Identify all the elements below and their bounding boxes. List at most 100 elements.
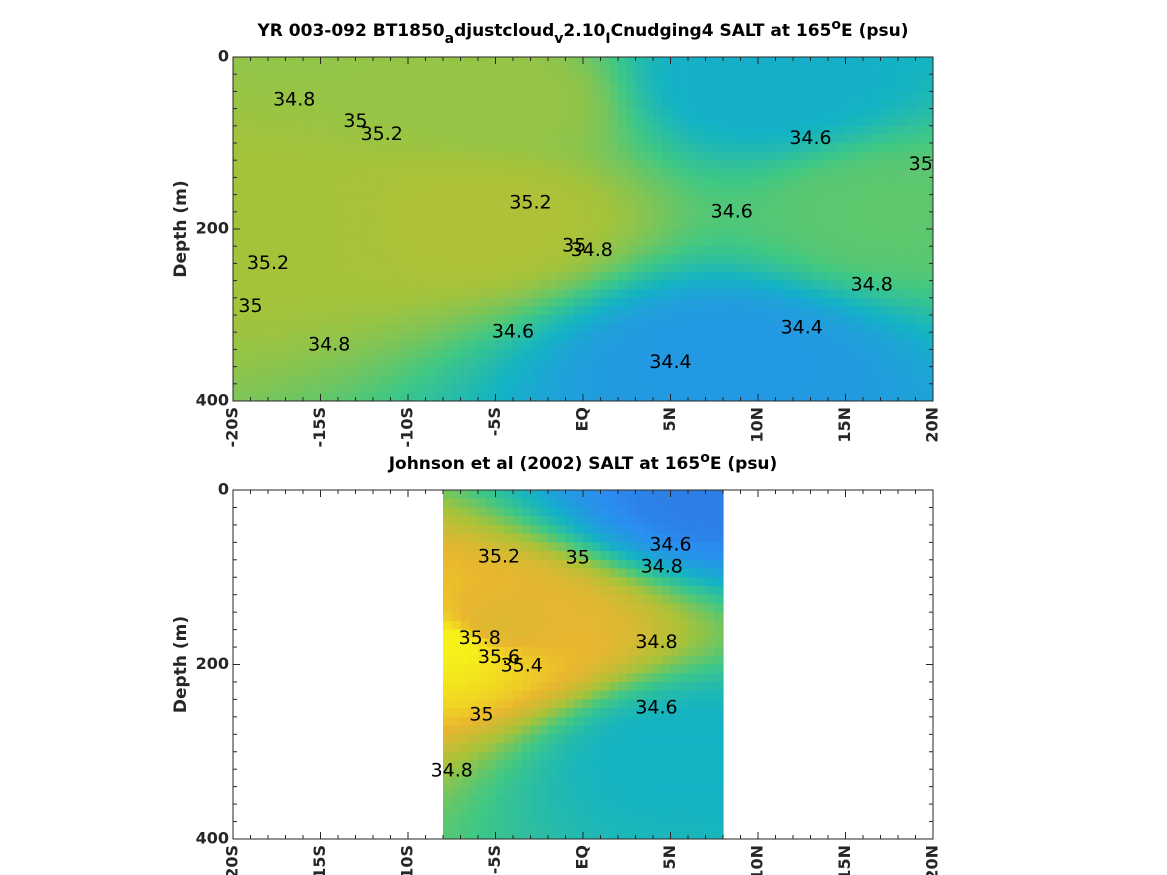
heatmap-cell [775, 160, 785, 170]
heatmap-cell [460, 315, 470, 325]
heatmap-cell [259, 134, 269, 144]
heatmap-cell [478, 332, 488, 342]
heatmap-cell [364, 263, 374, 273]
heatmap-cell [469, 577, 479, 587]
heatmap-cell [504, 177, 514, 187]
heatmap-cell [670, 289, 680, 299]
heatmap-cell [373, 125, 383, 135]
heatmap-cell [723, 254, 733, 264]
heatmap-cell [784, 315, 794, 325]
heatmap-cell [513, 332, 523, 342]
heatmap-cell [889, 383, 899, 393]
heatmap-cell [460, 57, 470, 67]
heatmap-cell [556, 533, 567, 543]
heatmap-cell [241, 323, 252, 333]
heatmap-cell [924, 375, 933, 385]
heatmap-cell [443, 237, 453, 247]
heatmap-cell [609, 358, 619, 368]
heatmap-cell [443, 708, 453, 718]
heatmap-cell [758, 194, 768, 204]
heatmap-cell [434, 168, 444, 178]
heatmap-cell [626, 117, 637, 127]
heatmap-cell [810, 117, 820, 127]
heatmap-cell [854, 151, 864, 161]
heatmap-cell [688, 289, 698, 299]
heatmap-cell [241, 211, 252, 221]
heatmap-cell [329, 237, 339, 247]
heatmap-cell [854, 168, 864, 178]
heatmap-cell [688, 760, 698, 770]
heatmap-cell [565, 306, 575, 316]
heatmap-cell [854, 177, 864, 187]
heatmap-cell [311, 168, 322, 178]
heatmap-cell [495, 594, 505, 605]
heatmap-cell [766, 358, 777, 368]
heatmap-cell [513, 812, 523, 823]
heatmap-cell [626, 777, 637, 788]
heatmap-cell [495, 280, 505, 290]
heatmap-cell [880, 168, 890, 178]
heatmap-cell [749, 375, 759, 385]
heatmap-cell [513, 117, 523, 127]
heatmap-cell [504, 82, 514, 92]
heatmap-cell [854, 237, 864, 247]
heatmap-cell [635, 638, 645, 648]
heatmap-cell [574, 289, 584, 299]
heatmap-cell [705, 743, 715, 753]
heatmap-cell [793, 392, 803, 401]
heatmap-cell [548, 585, 558, 596]
heatmap-cell [469, 821, 479, 831]
heatmap-cell [556, 507, 567, 517]
heatmap-cell [635, 777, 645, 788]
heatmap-cell [688, 297, 698, 307]
heatmap-cell [609, 568, 619, 578]
heatmap-cell [329, 306, 339, 316]
heatmap-cell [408, 211, 418, 221]
heatmap-cell [626, 134, 637, 144]
heatmap-cell [810, 134, 820, 144]
heatmap-cell [793, 134, 803, 144]
heatmap-cell [609, 91, 619, 101]
heatmap-cell [548, 542, 558, 552]
heatmap-cell [635, 280, 645, 290]
heatmap-cell [425, 289, 435, 299]
heatmap-cell [416, 177, 427, 187]
heatmap-cell [539, 777, 549, 788]
heatmap-cell [486, 516, 497, 526]
heatmap-cell [740, 280, 750, 290]
heatmap-cell [670, 220, 680, 230]
heatmap-cell [723, 237, 733, 247]
heatmap-cell [434, 289, 444, 299]
heatmap-cell [766, 220, 777, 230]
heatmap-cell [653, 229, 663, 239]
heatmap-cell [854, 332, 864, 342]
heatmap-cell [705, 108, 715, 118]
heatmap-cell [723, 246, 733, 256]
heatmap-cell [364, 65, 374, 75]
heatmap-cell [443, 664, 453, 674]
heatmap-cell [600, 229, 610, 239]
heatmap-cell [513, 542, 523, 552]
heatmap-cell [451, 524, 462, 535]
heatmap-cell [784, 177, 794, 187]
heatmap-cell [609, 82, 619, 92]
heatmap-cell [486, 297, 497, 307]
heatmap-cell [775, 229, 785, 239]
heatmap-cell [731, 263, 742, 273]
heatmap-cell [530, 594, 540, 605]
heatmap-cell [898, 332, 908, 342]
heatmap-cell [565, 725, 575, 735]
heatmap-cell [626, 143, 637, 153]
heatmap-cell [294, 280, 304, 290]
heatmap-cell [241, 186, 252, 196]
heatmap-cell [644, 177, 654, 187]
heatmap-cell [469, 186, 479, 196]
heatmap-cell [495, 91, 505, 101]
heatmap-cell [565, 542, 575, 552]
heatmap-cell [373, 246, 383, 256]
heatmap-cell [609, 629, 619, 639]
heatmap-cell [749, 108, 759, 118]
heatmap-cell [705, 74, 715, 84]
heatmap-cell [600, 681, 610, 692]
heatmap-cell [591, 751, 602, 762]
